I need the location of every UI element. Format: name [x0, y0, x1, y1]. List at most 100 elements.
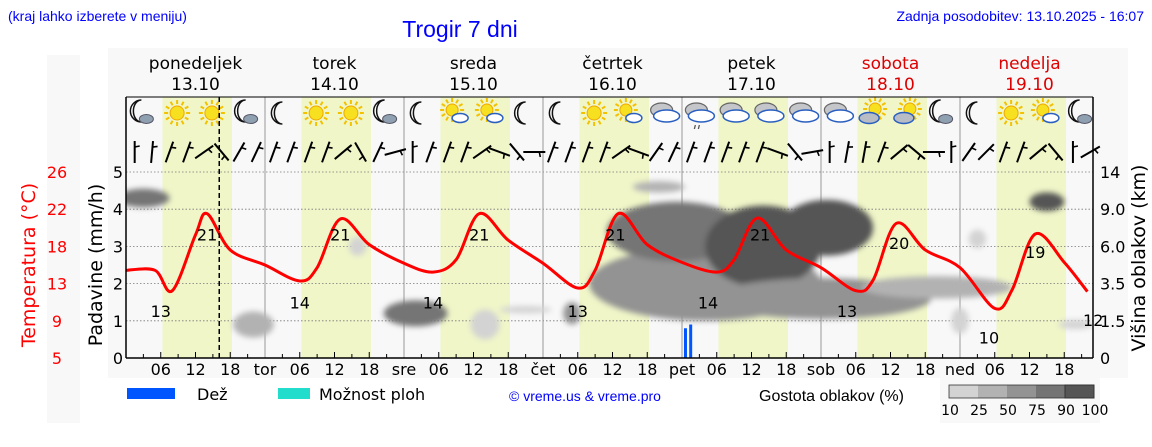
barb-tick [516, 155, 521, 161]
cloud-blob [470, 309, 500, 340]
barb-tick [816, 150, 820, 157]
wind-barb-icon [472, 144, 492, 160]
barb-shaft [268, 141, 279, 163]
legend-rain-swatch [127, 388, 175, 399]
barb-shaft [334, 144, 353, 160]
sun-ray [339, 105, 344, 110]
sun-ray [1018, 105, 1023, 110]
barb-tick [220, 155, 226, 161]
sun-ray [601, 105, 606, 110]
cloud-drizzle-icon [684, 102, 716, 130]
wind-barb-icon [1071, 141, 1079, 163]
x-tick-label: 12 [185, 360, 205, 379]
sun-ray [184, 116, 189, 121]
cloud-height-tick-label: 14 [1100, 163, 1120, 182]
cloud-shape [893, 111, 915, 125]
moon-cloud-icon [129, 99, 154, 124]
wind-barb-icon [303, 141, 316, 163]
wind-barb-icon [950, 141, 957, 163]
last-updated: Zadnja posodobitev: 13.10.2025 - 16:07 [896, 8, 1144, 24]
sun-ray [441, 103, 446, 107]
barb-tick [865, 146, 871, 148]
temperature-tick-label: 26 [47, 163, 67, 182]
wind-barb-icon [648, 142, 664, 162]
density-tick-label: 10 [941, 403, 959, 419]
sun-ray [319, 101, 324, 106]
daylight-band [996, 97, 1066, 358]
barb-shaft [907, 144, 926, 160]
wind-barb-icon [509, 142, 525, 162]
sun-ray [219, 116, 224, 121]
temperature-label: 21 [605, 225, 625, 244]
barb-tick [292, 146, 298, 149]
wind-barb-icon [523, 151, 546, 158]
cloud-height-tick-label: 9.0 [1100, 200, 1125, 219]
wind-barb-icon [411, 141, 418, 163]
barb-shaft [581, 141, 592, 163]
barb-tick [658, 147, 664, 151]
barb-tick [938, 151, 941, 158]
sun-disc [586, 105, 602, 121]
cloud-blob [968, 229, 987, 249]
x-tick-label: 06 [846, 360, 866, 379]
barb-tick [1072, 145, 1079, 148]
sun-ray [597, 120, 602, 125]
x-day-label: ned [945, 360, 975, 379]
barb-tick [358, 155, 364, 161]
moon-cloud-icon [928, 99, 954, 124]
barb-shaft [546, 141, 557, 163]
precip-tick-label: 1 [113, 312, 123, 331]
barb-shaft [611, 144, 631, 160]
sun-ray [441, 113, 446, 117]
wind-barb-icon [546, 141, 559, 163]
wind-barb-icon [213, 142, 230, 162]
sun-ray [184, 105, 189, 110]
barb-tick [847, 146, 854, 148]
sun-cloud-icon [474, 98, 504, 124]
density-tick-label: 100 [1082, 403, 1109, 419]
wind-barb-icon [844, 140, 854, 164]
wind-barb-icon [877, 141, 889, 163]
cloud-height-tick-label: 0 [1100, 349, 1110, 368]
sun-ray [868, 98, 872, 103]
sun-ray [480, 116, 484, 121]
sun-ray [898, 102, 904, 106]
barb-shaft [232, 141, 246, 163]
barb-tick [152, 145, 158, 148]
barb-shaft [738, 141, 748, 163]
left-axis-panel [47, 55, 80, 423]
sun-ray [180, 120, 185, 125]
moon-shape [513, 101, 526, 125]
barb-tick [241, 146, 247, 151]
barb-shaft [599, 141, 609, 163]
day-date: 13.10 [171, 75, 220, 95]
moon-shape [270, 101, 283, 125]
barb-shaft [667, 141, 679, 163]
cloud-blob [1058, 319, 1093, 330]
wind-barb-icon [442, 141, 455, 163]
barb-tick [989, 147, 995, 152]
barb-shaft [213, 142, 230, 162]
menu-hint[interactable]: (kraj lahko izberete v meniju) [8, 8, 187, 24]
wind-barb-icon [890, 144, 909, 160]
cloud-blob [861, 276, 1013, 299]
barb-shaft [182, 141, 192, 163]
barb-tick [207, 148, 213, 154]
cloud-icon [719, 102, 750, 123]
barb-shaft [194, 144, 214, 160]
barb-tick [794, 155, 799, 161]
cloud-height-tick-label: 3.5 [1100, 275, 1125, 294]
day-name: torek [313, 54, 357, 74]
sun-ray [1036, 116, 1040, 121]
sun-ray [597, 101, 602, 106]
sun-ray [323, 105, 328, 110]
sun-ray [480, 99, 484, 104]
sun-ray [319, 120, 324, 125]
copyright-link[interactable]: © vreme.us & vreme.pro [509, 388, 661, 404]
density-swatch [1036, 385, 1065, 398]
wind-barb-icon [667, 141, 681, 163]
barb-shaft [1047, 142, 1064, 162]
cloud-shape [652, 109, 681, 123]
sun-ray [586, 120, 591, 125]
